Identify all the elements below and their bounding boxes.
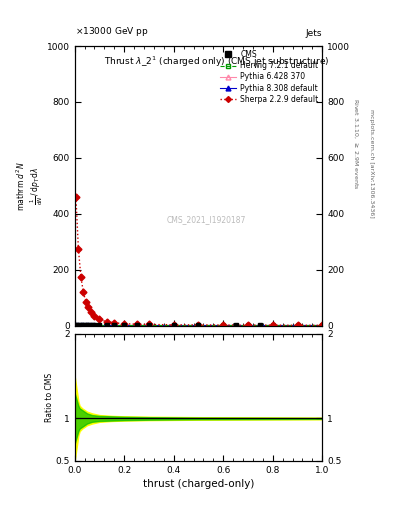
- X-axis label: thrust (charged-only): thrust (charged-only): [143, 479, 254, 489]
- Text: $\times$13000 GeV pp: $\times$13000 GeV pp: [75, 25, 148, 38]
- Legend: CMS, Herwig 7.2.1 default, Pythia 6.428 370, Pythia 8.308 default, Sherpa 2.2.9 : CMS, Herwig 7.2.1 default, Pythia 6.428 …: [220, 50, 318, 104]
- Text: Thrust $\lambda\_2^1$ (charged only) (CMS jet substructure): Thrust $\lambda\_2^1$ (charged only) (CM…: [105, 54, 330, 69]
- Text: Jets: Jets: [306, 29, 322, 38]
- Text: mcplots.cern.ch [arXiv:1306.3436]: mcplots.cern.ch [arXiv:1306.3436]: [369, 110, 374, 218]
- Text: Rivet 3.1.10, $\geq$ 2.9M events: Rivet 3.1.10, $\geq$ 2.9M events: [352, 98, 359, 189]
- Y-axis label: Ratio to CMS: Ratio to CMS: [45, 373, 54, 422]
- Y-axis label: mathrm $d^2N$
$\frac{1}{\mathrm{d}N}\,/\,\mathrm{d}p_T\,\mathrm{d}\lambda$: mathrm $d^2N$ $\frac{1}{\mathrm{d}N}\,/\…: [15, 161, 46, 210]
- Text: CMS_2021_I1920187: CMS_2021_I1920187: [166, 215, 246, 224]
